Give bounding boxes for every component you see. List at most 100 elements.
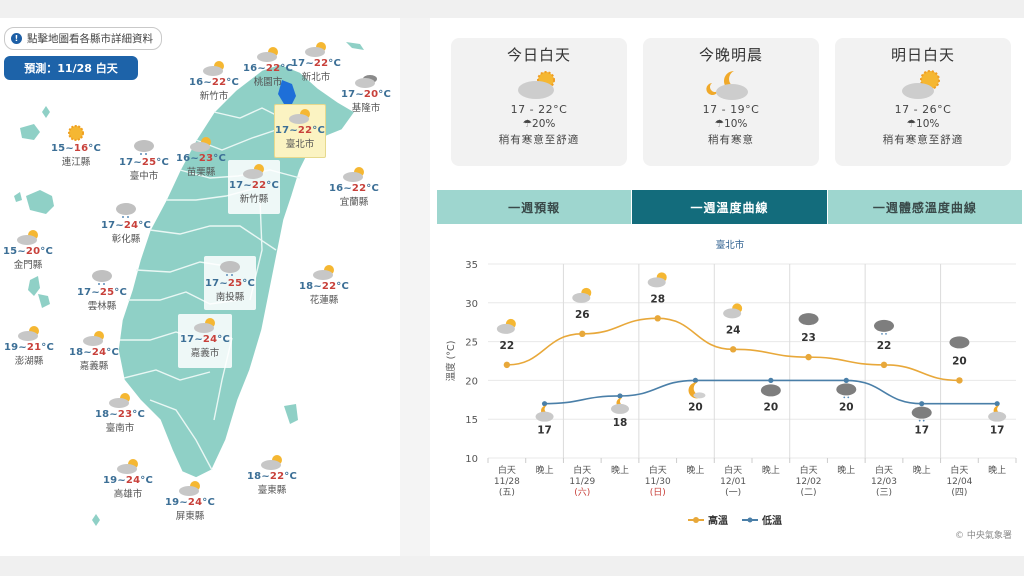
city-chiayi-county[interactable]: 18~24°C 嘉義縣 [62, 330, 126, 373]
city-name: 花蓮縣 [309, 295, 339, 306]
city-hsinchu-county[interactable]: 17~22°C 新竹縣 [228, 160, 280, 214]
y-tick-label: 20 [465, 376, 478, 387]
legend-high[interactable]: 高溫 [688, 512, 728, 527]
x-period-label: 晚上 [686, 465, 704, 476]
data-point[interactable] [919, 401, 925, 407]
x-date-label: 12/02 [796, 477, 822, 487]
partly-cloudy-night-icon [535, 405, 554, 422]
x-date-label: 11/30 [645, 477, 671, 487]
y-tick-label: 15 [465, 415, 478, 426]
card-title: 今日白天 [506, 46, 571, 64]
data-point[interactable] [503, 361, 511, 369]
umbrella-icon: ☂ [714, 118, 725, 130]
tab-weekly-forecast[interactable]: 一週預報 [437, 190, 633, 224]
rain-icon [874, 319, 894, 335]
city-penghu[interactable]: 19~21°C 澎湖縣 [0, 325, 61, 368]
x-weekday-label: (日) [650, 487, 666, 498]
taipei-highlight[interactable] [278, 80, 296, 104]
low-value-label: 17 [537, 425, 552, 437]
partly-cloudy-icon [117, 459, 138, 474]
city-name: 新竹市 [199, 91, 229, 102]
data-point[interactable] [729, 346, 737, 353]
cloudy-icon [949, 336, 970, 349]
data-point[interactable] [541, 401, 548, 407]
partly-cloudy-day-icon [902, 70, 940, 99]
partly-cloudy-icon [496, 318, 516, 334]
city-name: 臺北市 [285, 139, 315, 150]
city-new-taipei[interactable]: 17~22°C 新北市 [284, 41, 348, 84]
partly-cloudy-icon [305, 42, 326, 57]
partly-cloudy-day-icon [518, 71, 555, 99]
data-point[interactable] [843, 377, 849, 383]
city-taoyuan[interactable]: 16~22°C 桃園市 [236, 46, 300, 89]
chart-title: 臺北市 [715, 240, 745, 251]
data-point[interactable] [617, 393, 623, 399]
card-rain: ☂10% [714, 118, 748, 130]
city-miaoli[interactable]: 16~23°C 苗栗縣 [169, 136, 233, 179]
city-chiayi-city[interactable]: 17~24°C 嘉義市 [178, 314, 232, 368]
city-name: 新北市 [301, 72, 331, 83]
partly-cloudy-icon [190, 137, 211, 152]
city-lienchiang[interactable]: 15~16°C 連江縣 [44, 124, 108, 169]
legend-high-marker [688, 516, 704, 523]
forecast-period-label: 預測：11/28 白天 [4, 56, 138, 80]
x-date-label: 11/29 [569, 477, 595, 487]
partly-cloudy-icon [203, 61, 224, 76]
rain-icon [836, 383, 857, 399]
x-weekday-label: (二) [801, 488, 817, 498]
data-point[interactable] [880, 361, 888, 369]
data-point[interactable] [692, 377, 699, 383]
outlying-islands[interactable] [14, 42, 364, 526]
x-weekday-label: (三) [876, 488, 892, 498]
city-changhua[interactable]: 17~24°C 彰化縣 [94, 201, 158, 246]
x-period-label: 白天 [950, 464, 968, 476]
data-point[interactable] [994, 401, 1000, 407]
partly-cloudy-icon [194, 318, 215, 333]
summary-card-tonight: 今晚明晨 17 - 19°C ☂10% 稍有寒意 [643, 38, 819, 166]
partly-cloudy-icon [343, 167, 364, 182]
rain-icon [911, 406, 932, 422]
city-kinmen[interactable]: 15~20°C 金門縣 [0, 229, 60, 272]
city-taichung[interactable]: 17~25°C 臺中市 [112, 138, 176, 183]
city-name: 宜蘭縣 [339, 197, 369, 208]
x-period-label: 晚上 [837, 465, 855, 476]
sunny-icon [68, 125, 84, 141]
rain-icon [220, 261, 240, 276]
city-yunlin[interactable]: 17~25°C 雲林縣 [70, 268, 134, 313]
y-axis-label: 溫度 (°C) [445, 341, 457, 382]
umbrella-icon: ☂ [522, 118, 533, 130]
map-info-button[interactable]: ! 點擊地圖看各縣市詳細資料 [4, 27, 162, 50]
city-taipei[interactable]: 17~22°C 臺北市 [274, 104, 326, 158]
city-name: 臺南市 [105, 423, 135, 434]
city-name: 基隆市 [351, 103, 381, 114]
data-point[interactable] [956, 377, 963, 384]
city-pingtung[interactable]: 19~24°C 屏東縣 [158, 480, 222, 523]
low-value-label: 17 [914, 425, 929, 437]
data-point[interactable] [768, 377, 774, 383]
city-tainan[interactable]: 18~23°C 臺南市 [88, 392, 152, 435]
rain-icon [116, 203, 136, 218]
city-name: 雲林縣 [87, 301, 117, 312]
city-yilan[interactable]: 16~22°C 宜蘭縣 [322, 166, 386, 209]
city-name: 嘉義市 [190, 348, 220, 359]
card-title: 明日白天 [890, 46, 955, 64]
x-weekday-label: (一) [725, 488, 741, 498]
card-temp-range: 17 - 19°C [702, 103, 760, 116]
city-hualien[interactable]: 18~22°C 花蓮縣 [292, 264, 356, 307]
x-period-label: 晚上 [988, 465, 1006, 476]
legend-low[interactable]: 低溫 [742, 512, 782, 527]
city-nantou[interactable]: 17~25°C 南投縣 [204, 256, 256, 310]
summary-card-today: 今日白天 17 - 22°C ☂20% 稍有寒意至舒適 [451, 38, 627, 166]
data-point[interactable] [579, 330, 586, 338]
partly-cloudy-icon [83, 331, 104, 346]
city-taitung[interactable]: 18~22°C 臺東縣 [240, 454, 304, 497]
tab-weekly-feels-like-curve[interactable]: 一週體感溫度曲線 [827, 190, 1023, 224]
city-keelung[interactable]: 17~20°C 基隆市 [334, 72, 398, 115]
tab-weekly-temp-curve[interactable]: 一週溫度曲線 [632, 190, 828, 224]
city-hsinchu-city[interactable]: 16~22°C 新竹市 [182, 60, 246, 103]
low-value-label: 20 [839, 401, 854, 413]
data-point[interactable] [805, 353, 812, 361]
data-point[interactable] [654, 315, 661, 322]
city-kaohsiung[interactable]: 19~24°C 高雄市 [96, 458, 160, 501]
